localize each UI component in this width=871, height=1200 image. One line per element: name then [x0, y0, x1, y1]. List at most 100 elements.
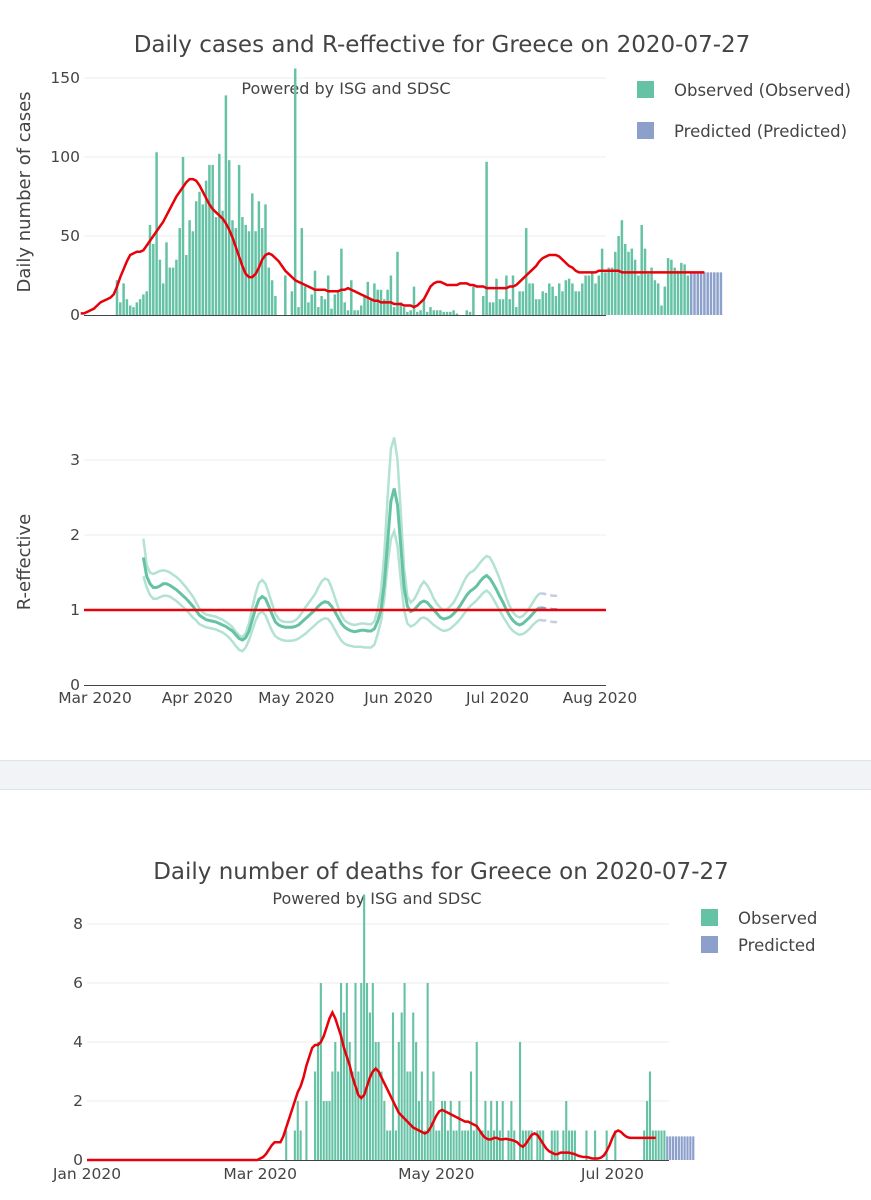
- bar-observed-cases: [221, 210, 224, 315]
- bar-observed-cases: [227, 160, 231, 315]
- ytick-deaths: 4: [73, 1033, 83, 1051]
- bar-observed-cases: [495, 278, 498, 315]
- bar-observed-cases: [551, 286, 554, 315]
- bar-observed-cases: [185, 254, 188, 315]
- bar-observed-deaths: [478, 1130, 481, 1160]
- bar-predicted-deaths: [689, 1136, 692, 1160]
- bar-observed-cases: [119, 302, 122, 315]
- bar-observed-deaths: [507, 1130, 510, 1160]
- bar-observed-cases: [340, 248, 343, 315]
- legend-label-observed-cases: Observed (Observed): [674, 81, 851, 100]
- bar-observed-cases: [538, 299, 541, 315]
- bar-observed-deaths: [328, 1101, 331, 1160]
- bar-predicted-cases: [696, 272, 700, 315]
- bar-observed-deaths: [331, 1071, 334, 1160]
- bar-predicted-cases: [693, 272, 696, 315]
- bar-observed-deaths: [354, 983, 357, 1160]
- bar-observed-cases: [468, 311, 472, 315]
- chart-subtitle-deaths: Powered by ISG and SDSC: [272, 889, 481, 908]
- bar-observed-deaths: [475, 1042, 478, 1160]
- legend-swatch-predicted-cases: [637, 122, 654, 139]
- xtick-deaths: Jul 2020: [580, 1165, 644, 1183]
- bar-predicted-deaths: [692, 1136, 695, 1160]
- ytick-r: 1: [70, 601, 80, 619]
- bar-observed-cases: [647, 273, 650, 315]
- bar-observed-cases: [402, 307, 406, 315]
- bar-observed-deaths: [334, 1042, 337, 1160]
- xtick-deaths: Jan 2020: [52, 1165, 121, 1183]
- bar-observed-cases: [455, 313, 459, 315]
- bar-observed-deaths: [337, 1071, 340, 1160]
- bar-observed-cases: [323, 299, 327, 315]
- bar-observed-cases: [396, 251, 399, 315]
- bar-observed-cases: [561, 291, 564, 315]
- bar-observed-cases: [161, 283, 165, 315]
- legend-label-observed-deaths: Observed: [738, 909, 817, 928]
- deaths-chart: Daily number of deaths for Greece on 202…: [52, 859, 818, 1183]
- bar-predicted-deaths: [666, 1136, 669, 1160]
- bar-observed-deaths: [461, 1130, 464, 1160]
- bar-observed-deaths: [539, 1130, 542, 1160]
- bar-observed-cases: [300, 228, 304, 315]
- bar-observed-deaths: [550, 1130, 553, 1160]
- bar-observed-cases: [152, 243, 155, 315]
- bar-observed-cases: [148, 224, 152, 315]
- bar-observed-deaths: [429, 1101, 432, 1160]
- bar-observed-cases: [623, 243, 627, 315]
- bar-observed-cases: [482, 296, 485, 315]
- bar-observed-cases: [313, 270, 317, 315]
- bar-observed-cases: [158, 259, 162, 315]
- bar-observed-cases: [604, 272, 607, 315]
- fit-line-deaths: [87, 1009, 656, 1162]
- bar-observed-cases: [145, 291, 148, 315]
- chart-title-cases: Daily cases and R-effective for Greece o…: [134, 32, 751, 58]
- bar-observed-deaths: [449, 1101, 452, 1160]
- bar-observed-cases: [531, 283, 535, 315]
- bar-observed-cases: [359, 305, 363, 315]
- bar-observed-cases: [128, 305, 132, 315]
- legend-swatch-predicted-deaths: [701, 936, 718, 953]
- bar-observed-cases: [666, 258, 670, 315]
- bar-observed-cases: [686, 275, 690, 315]
- bar-predicted-cases: [713, 272, 716, 315]
- bar-observed-cases: [511, 275, 515, 315]
- bar-observed-deaths: [389, 1130, 392, 1160]
- bar-observed-cases: [534, 299, 538, 315]
- bar-observed-deaths: [568, 1130, 571, 1160]
- bar-observed-deaths: [394, 1130, 397, 1160]
- bar-observed-deaths: [469, 1071, 473, 1160]
- bar-predicted-cases: [716, 272, 719, 315]
- bar-observed-cases: [389, 275, 393, 315]
- bar-observed-cases: [521, 291, 525, 315]
- bar-observed-deaths: [605, 1130, 608, 1160]
- bar-observed-cases: [663, 286, 667, 315]
- bar-observed-cases: [181, 157, 185, 315]
- bar-observed-cases: [333, 294, 337, 315]
- bar-observed-cases: [571, 283, 574, 315]
- bar-observed-deaths: [660, 1130, 663, 1160]
- bar-observed-cases: [198, 191, 201, 315]
- bar-observed-cases: [224, 95, 228, 315]
- bar-observed-cases: [376, 289, 379, 315]
- section-separator: [0, 760, 871, 790]
- bar-observed-deaths: [651, 1130, 654, 1160]
- bar-observed-deaths: [345, 983, 348, 1160]
- bar-observed-deaths: [458, 1101, 461, 1160]
- bar-observed-cases: [610, 267, 614, 315]
- bar-observed-deaths: [464, 1130, 467, 1160]
- bar-observed-cases: [488, 302, 492, 315]
- bar-observed-cases: [587, 275, 591, 315]
- bar-predicted-cases: [709, 272, 713, 315]
- bar-predicted-cases: [706, 272, 709, 315]
- bar-predicted-cases: [689, 272, 693, 315]
- bar-observed-cases: [653, 280, 657, 315]
- bar-observed-cases: [188, 220, 191, 315]
- bar-observed-cases: [284, 275, 287, 315]
- bar-observed-cases: [307, 302, 310, 315]
- bar-observed-cases: [660, 305, 663, 315]
- bar-observed-cases: [600, 248, 604, 315]
- bar-observed-cases: [577, 291, 581, 315]
- bar-observed-cases: [680, 262, 683, 315]
- bar-observed-deaths: [553, 1130, 556, 1160]
- bar-observed-deaths: [363, 894, 366, 1160]
